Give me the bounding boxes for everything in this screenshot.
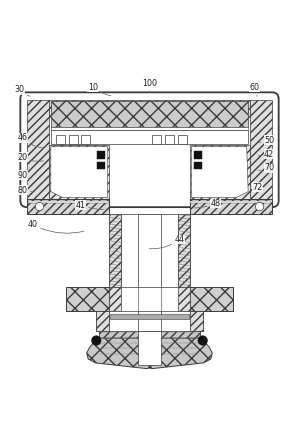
Polygon shape <box>51 147 108 198</box>
Polygon shape <box>87 338 212 369</box>
Bar <box>27 101 49 199</box>
Circle shape <box>198 336 208 345</box>
Bar <box>138 287 161 311</box>
Bar <box>51 101 248 127</box>
Bar <box>194 151 202 159</box>
Bar <box>69 135 78 144</box>
Text: 90: 90 <box>17 171 32 180</box>
Text: 10: 10 <box>88 83 111 96</box>
Bar <box>27 199 109 214</box>
Bar <box>178 214 190 287</box>
Text: 30: 30 <box>14 85 30 96</box>
Circle shape <box>35 202 44 211</box>
Bar <box>194 162 202 169</box>
Circle shape <box>255 202 264 211</box>
Text: 60: 60 <box>249 83 259 97</box>
Text: 70: 70 <box>258 163 274 172</box>
Bar <box>97 151 105 159</box>
Bar <box>81 135 90 144</box>
Text: 41: 41 <box>76 201 103 210</box>
Bar <box>99 330 200 338</box>
Bar <box>190 199 272 214</box>
FancyBboxPatch shape <box>20 92 279 207</box>
Bar <box>51 127 248 130</box>
Bar <box>109 287 121 311</box>
Text: 20: 20 <box>17 153 44 162</box>
Text: 44: 44 <box>149 235 184 249</box>
Bar <box>190 145 250 199</box>
Bar <box>250 101 272 199</box>
Bar <box>109 311 190 330</box>
Text: 72: 72 <box>252 183 262 192</box>
Bar <box>96 311 109 330</box>
Polygon shape <box>191 147 248 198</box>
Bar <box>66 287 109 311</box>
Bar <box>56 135 65 144</box>
Bar <box>49 145 109 199</box>
Bar <box>49 101 250 117</box>
Bar <box>121 214 178 287</box>
Text: 46: 46 <box>17 133 44 148</box>
Bar <box>97 162 105 169</box>
Bar <box>109 214 121 287</box>
Bar <box>178 287 190 311</box>
Bar <box>138 214 161 287</box>
Text: 40: 40 <box>28 220 84 233</box>
Text: 80: 80 <box>17 186 32 194</box>
Bar <box>190 311 203 330</box>
Bar <box>152 135 161 144</box>
Bar <box>138 330 161 365</box>
Bar <box>28 201 109 203</box>
Bar <box>165 135 174 144</box>
Bar <box>138 311 161 330</box>
Bar <box>51 130 248 144</box>
Text: 100: 100 <box>142 79 157 93</box>
Bar <box>190 201 271 203</box>
Circle shape <box>91 336 101 345</box>
Bar <box>190 287 233 311</box>
Bar <box>121 287 178 311</box>
Text: 48: 48 <box>194 199 220 208</box>
Text: 50: 50 <box>258 136 274 145</box>
Bar <box>110 314 189 319</box>
Bar <box>178 135 187 144</box>
Text: 42: 42 <box>258 150 274 159</box>
